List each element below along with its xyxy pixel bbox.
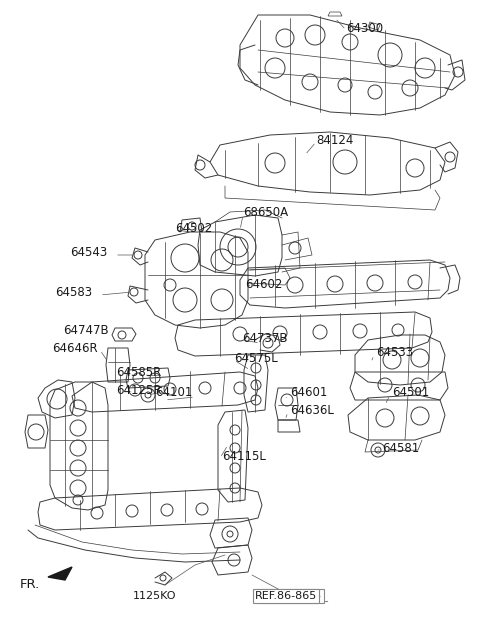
Text: 64602: 64602 bbox=[245, 279, 282, 291]
Text: 1125KO: 1125KO bbox=[133, 591, 177, 601]
Text: REF.86-865: REF.86-865 bbox=[260, 591, 322, 601]
Text: REF.86-865: REF.86-865 bbox=[260, 591, 322, 601]
Text: 64581: 64581 bbox=[382, 442, 419, 455]
Text: 64747B: 64747B bbox=[63, 324, 108, 336]
Text: 84124: 84124 bbox=[316, 134, 353, 146]
Text: FR.: FR. bbox=[20, 578, 40, 591]
Text: 64501: 64501 bbox=[392, 386, 429, 399]
Text: 64543: 64543 bbox=[70, 247, 107, 259]
Text: 64115L: 64115L bbox=[222, 449, 266, 462]
Text: 64636L: 64636L bbox=[290, 404, 334, 417]
Text: 64575L: 64575L bbox=[234, 352, 278, 365]
Text: 64502: 64502 bbox=[175, 221, 212, 234]
Text: 68650A: 68650A bbox=[243, 207, 288, 220]
Text: 64585R: 64585R bbox=[116, 367, 161, 379]
Text: 64101: 64101 bbox=[155, 386, 192, 399]
Text: 64601: 64601 bbox=[290, 386, 327, 399]
Text: 64646R: 64646R bbox=[52, 342, 97, 354]
Text: 64533: 64533 bbox=[376, 347, 413, 360]
Polygon shape bbox=[48, 567, 72, 580]
Text: 64125R: 64125R bbox=[116, 383, 161, 397]
Text: 64737B: 64737B bbox=[242, 331, 288, 345]
Text: 64583: 64583 bbox=[55, 286, 92, 300]
Text: REF.86-865: REF.86-865 bbox=[255, 591, 317, 601]
Text: 64300: 64300 bbox=[346, 21, 383, 35]
